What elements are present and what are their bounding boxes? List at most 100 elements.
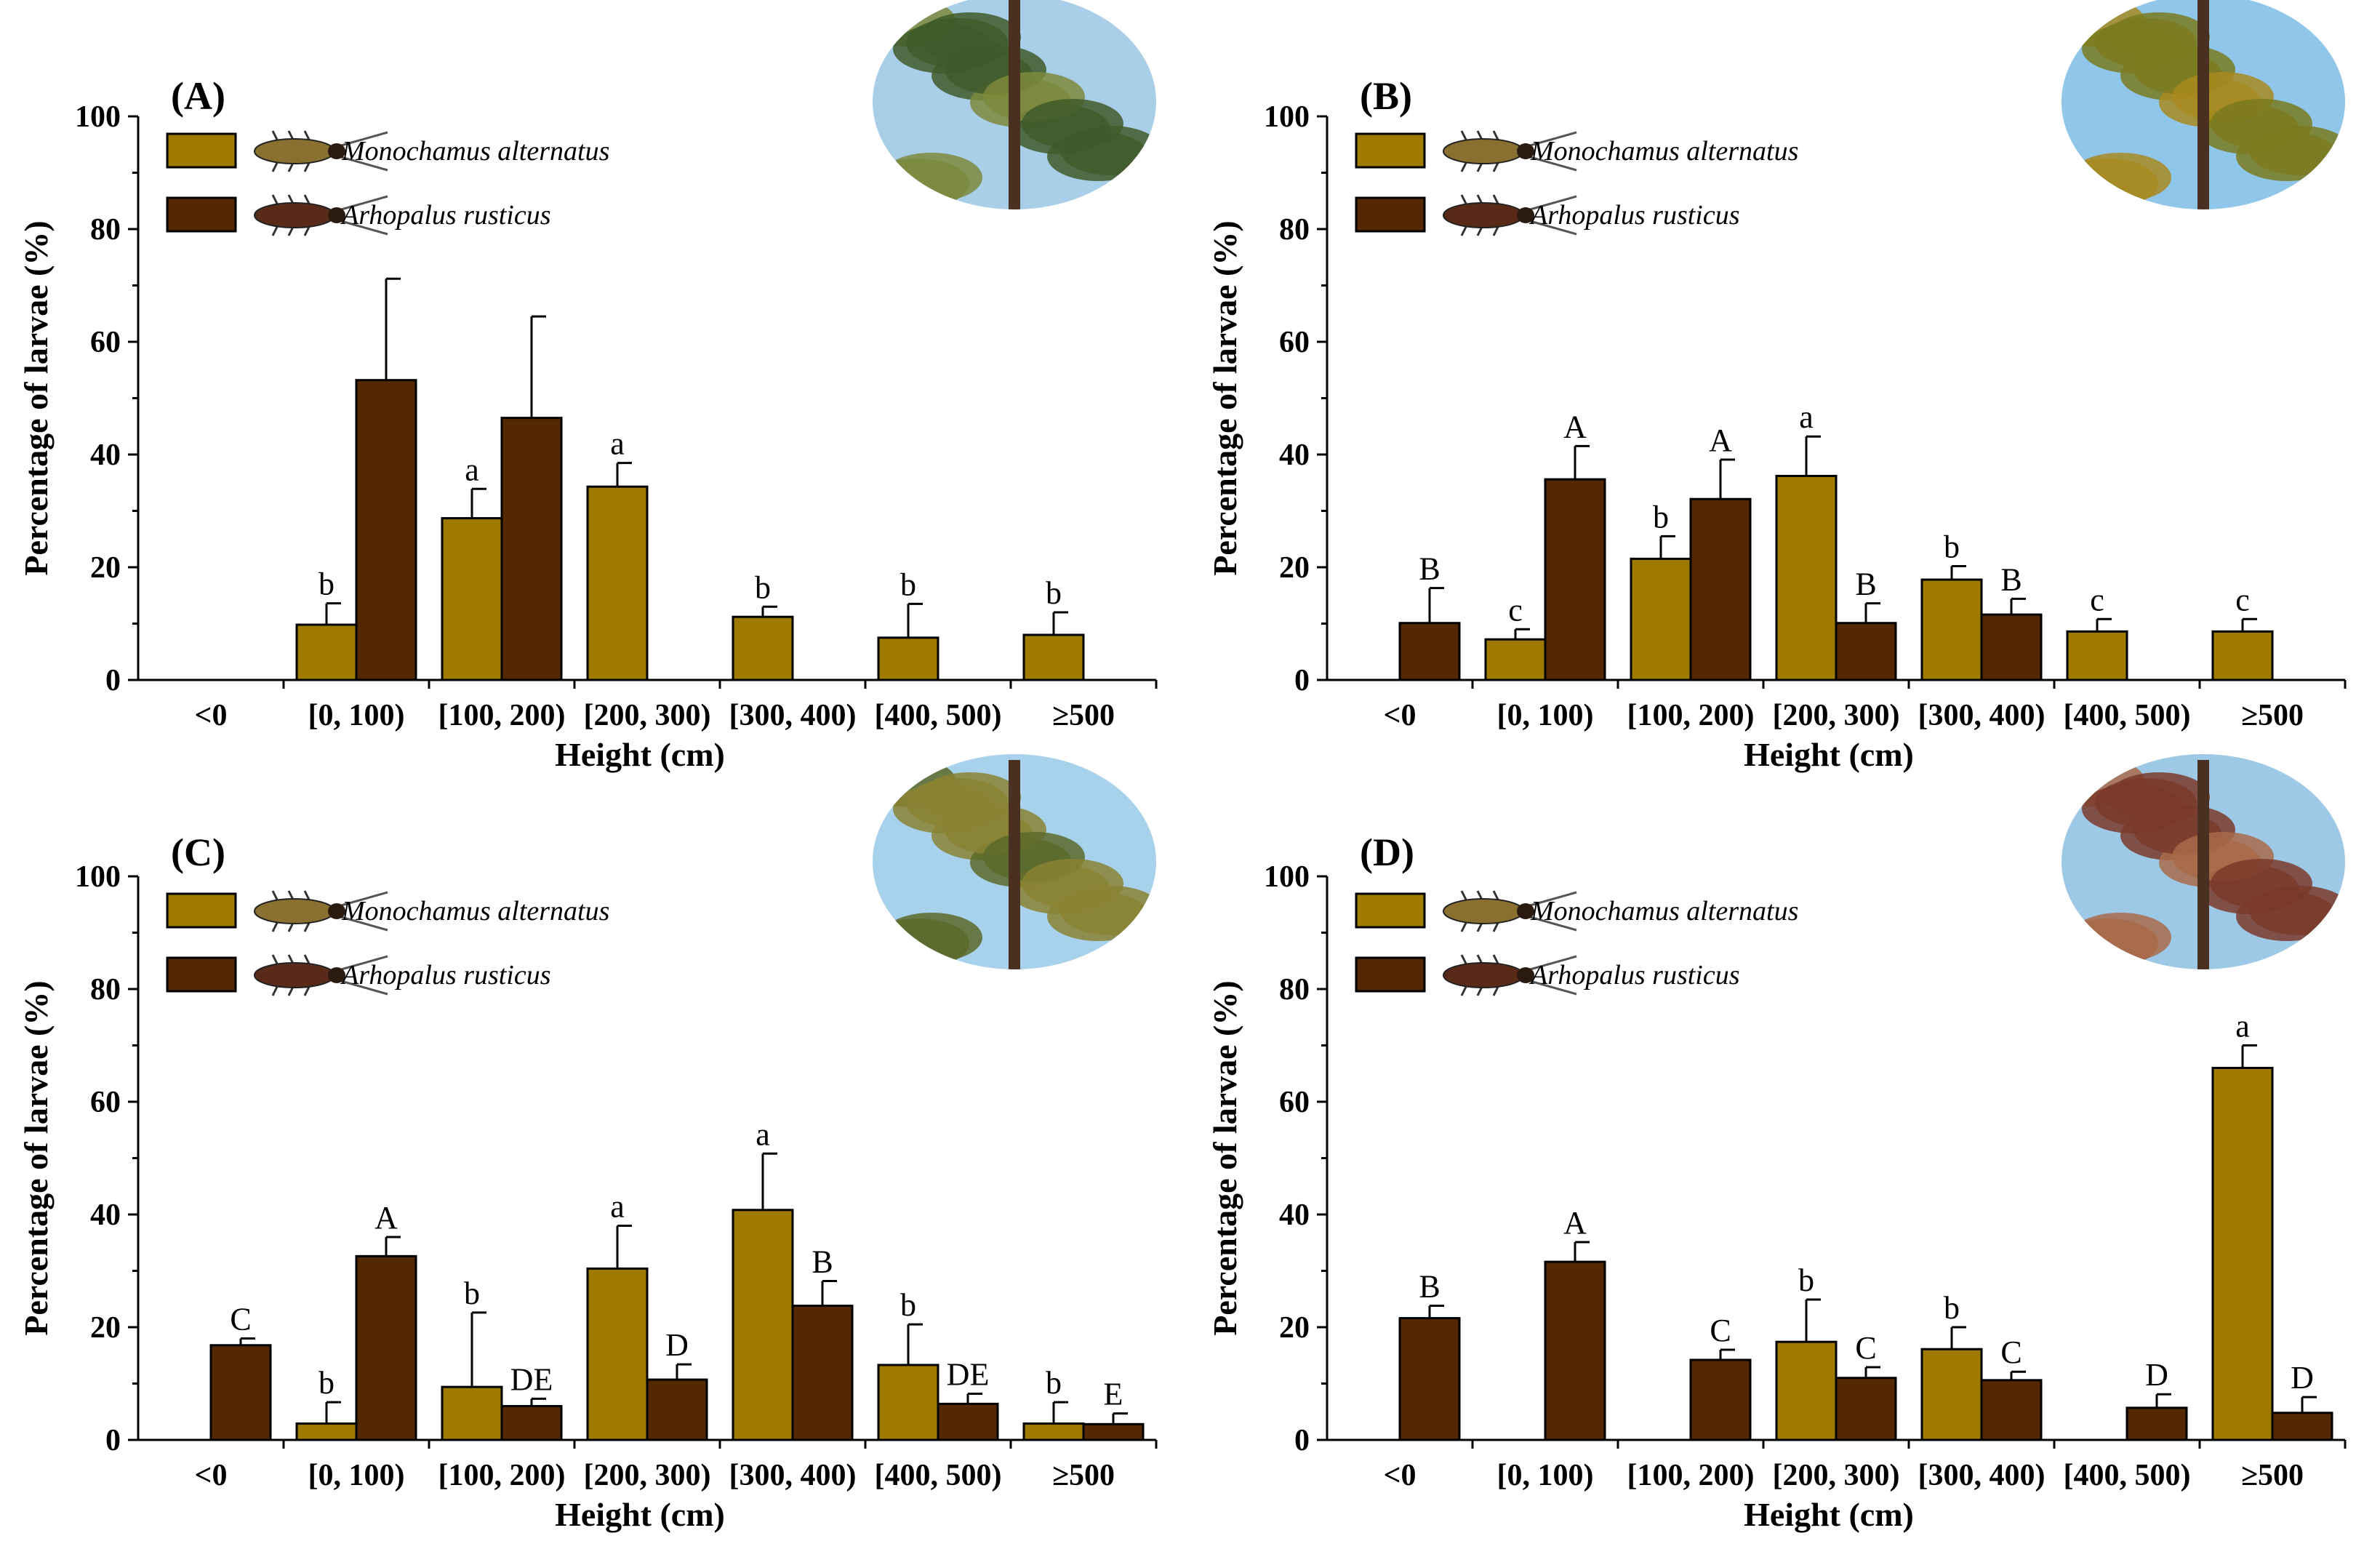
significance-letter: a [610,426,625,462]
legend-swatch [166,132,237,169]
photo-foliage [2108,12,2210,62]
bar-arhopalus [1398,1317,1461,1441]
significance-letter: b [1653,499,1669,535]
arhopalus-beetle-icon-head [328,967,345,983]
bar-arhopalus [1689,497,1752,681]
legend-label: Arhopalus rusticus [340,200,551,231]
bar-monochamus [877,636,939,681]
significance-letter: C [1855,1330,1876,1366]
significance-letter: C [230,1302,251,1337]
legend-swatch [1355,892,1426,929]
x-tick-label: [200, 300) [1773,699,1900,732]
x-axis-title: Height (cm) [555,736,725,773]
bar-arhopalus [1835,1377,1897,1441]
bar-arhopalus [1689,1358,1752,1441]
arhopalus-beetle-icon-body [254,202,335,228]
photo-trunk [2197,760,2209,969]
significance-letter: b [1046,575,1062,611]
bar-arhopalus [2271,1412,2333,1441]
bar-monochamus [586,1267,649,1441]
x-tick-label: [300, 400) [729,1459,857,1492]
significance-letter: A [1709,423,1732,458]
y-tick-label: 40 [90,439,121,472]
bar-monochamus [586,485,649,681]
significance-letter: a [465,452,479,487]
significance-letter: DE [510,1361,553,1397]
y-axis-title: Percentage of larvae (%) [17,220,55,575]
significance-letter: A [374,1200,398,1236]
x-tick-label: <0 [1384,699,1417,732]
significance-letter: b [318,567,334,602]
bar-monochamus [732,1209,794,1441]
significance-letter: B [1419,1269,1440,1305]
x-tick-label: [100, 200) [438,699,566,732]
y-tick-label: 20 [1279,1311,1310,1345]
bar-arhopalus [1544,478,1606,681]
y-tick-label: 40 [1279,439,1310,472]
significance-letter: A [1563,409,1587,444]
x-tick-label: [300, 400) [1918,1459,2046,1492]
panel-label: (C) [171,830,225,874]
pine-tree-photo [2062,754,2345,969]
significance-letter: c [2235,582,2250,617]
x-tick-label: ≥500 [2241,1459,2304,1492]
monochamus-beetle-icon-body [1443,138,1524,164]
pine-tree-photo [873,0,1156,209]
significance-letter: B [1855,567,1876,602]
x-tick-label: ≥500 [1052,699,1115,732]
significance-letter: b [1046,1365,1062,1401]
bar-arhopalus [937,1402,999,1441]
bar-monochamus [441,517,503,681]
significance-letter: a [610,1189,625,1225]
monochamus-beetle-icon-head [328,903,345,919]
bar-arhopalus [1082,1422,1145,1441]
photo-trunk [1009,760,1020,969]
significance-letter: b [318,1365,334,1401]
monochamus-beetle-icon [254,890,388,932]
pine-tree-photo [873,754,1156,969]
significance-letter: c [2090,582,2104,617]
significance-letter: B [812,1244,833,1279]
y-tick-label: 100 [75,860,121,894]
significance-letter: D [2291,1360,2314,1396]
y-tick-label: 0 [1294,664,1310,697]
bar-monochamus [1022,1422,1085,1441]
arhopalus-beetle-icon-body [1443,962,1524,988]
significance-letter: A [1563,1205,1587,1241]
significance-letter: b [755,569,771,605]
arhopalus-beetle-icon-head [1517,207,1534,223]
arhopalus-beetle-icon [254,954,388,996]
bar-arhopalus [500,417,563,681]
y-tick-label: 100 [75,100,121,134]
bar-arhopalus [1398,622,1461,681]
significance-letter: b [1944,529,1960,564]
bar-monochamus [441,1385,503,1441]
arhopalus-beetle-icon-body [1443,202,1524,228]
x-tick-label: [400, 500) [2064,1459,2191,1492]
x-tick-label: ≥500 [2241,699,2304,732]
bar-monochamus [295,623,358,681]
bar-monochamus [877,1364,939,1441]
bar-monochamus [1022,633,1085,681]
bar-monochamus [295,1422,358,1441]
significance-letter: C [1710,1313,1731,1348]
bar-arhopalus [209,1344,272,1441]
panel-b: 0 20 40 60 80 100 <0 [0, 100) [100, 200) [200, 30… [1206,0,2347,773]
bar-arhopalus [1835,622,1897,681]
y-tick-label: 20 [90,551,121,585]
legend-swatch [166,196,237,233]
y-tick-label: 80 [90,973,121,1006]
x-tick-label: [100, 200) [438,1459,566,1492]
legend-label: Arhopalus rusticus [340,960,551,990]
y-tick-label: 60 [90,326,121,359]
y-tick-label: 100 [1264,100,1310,134]
photo-foliage [2070,153,2171,202]
significance-letter: D [665,1327,689,1363]
bar-monochamus [1920,1348,1983,1441]
monochamus-beetle-icon-body [1443,898,1524,924]
monochamus-beetle-icon-body [254,898,335,924]
legend-label: Monochamus alternatus [1530,136,1798,167]
x-axis-title: Height (cm) [1744,1496,1914,1533]
legend-swatch [1355,196,1426,233]
significance-letter: b [900,1287,916,1323]
